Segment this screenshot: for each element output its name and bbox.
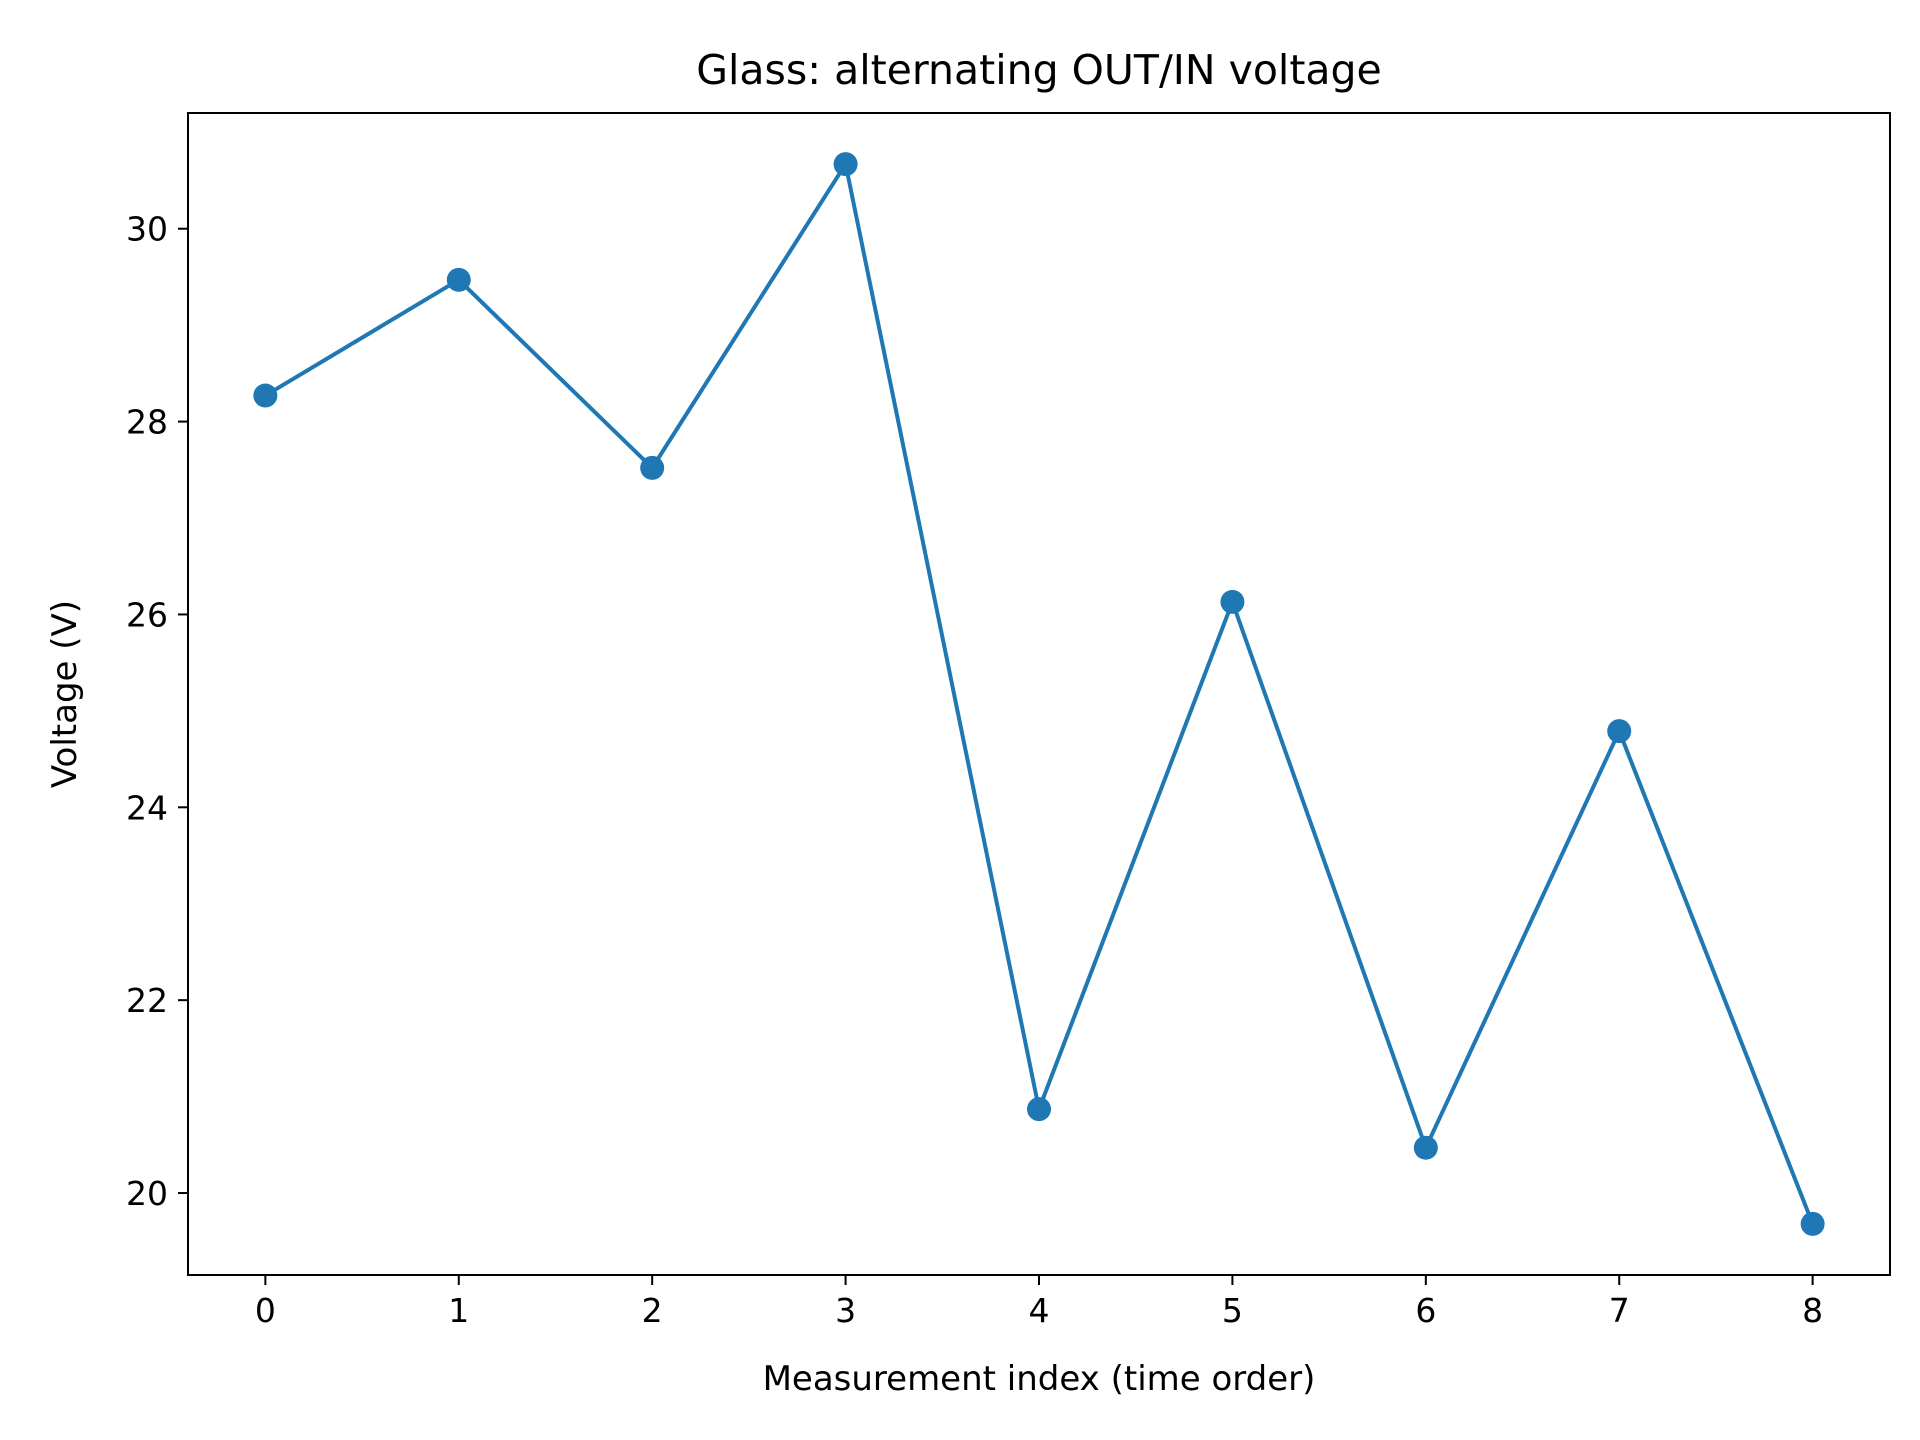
data-point-4 xyxy=(1027,1097,1051,1122)
x-tick-label-1: 1 xyxy=(448,1291,469,1330)
y-tick-label-0: 20 xyxy=(126,1174,168,1213)
data-point-8 xyxy=(1800,1211,1825,1236)
y-tick-label-3: 26 xyxy=(126,595,168,634)
x-tick-label-6: 6 xyxy=(1415,1291,1436,1330)
y-tick-label-1: 22 xyxy=(126,981,168,1020)
data-point-1 xyxy=(446,267,471,292)
x-tick-label-5: 5 xyxy=(1222,1291,1243,1330)
x-tick-label-4: 4 xyxy=(1029,1291,1050,1330)
data-point-6 xyxy=(1413,1135,1438,1160)
data-point-7 xyxy=(1607,719,1632,744)
x-axis-label: Measurement index (time order) xyxy=(763,1359,1316,1399)
y-tick-label-4: 28 xyxy=(126,403,168,442)
x-tick-label-3: 3 xyxy=(835,1291,856,1330)
x-tick-label-8: 8 xyxy=(1802,1291,1823,1330)
y-tick-label-2: 24 xyxy=(126,788,168,827)
data-point-2 xyxy=(640,455,665,480)
y-axis-label: Voltage (V) xyxy=(45,600,85,788)
x-tick-label-7: 7 xyxy=(1609,1291,1630,1330)
data-point-0 xyxy=(253,383,278,408)
data-point-5 xyxy=(1220,589,1245,614)
chart-title: Glass: alternating OUT/IN voltage xyxy=(696,46,1382,94)
x-tick-label-0: 0 xyxy=(255,1291,276,1330)
y-axis-ticks: 20 22 24 26 28 30 xyxy=(126,210,188,1213)
x-tick-label-2: 2 xyxy=(642,1291,663,1330)
x-axis-ticks: 0 1 2 3 4 5 6 7 8 xyxy=(255,1275,1823,1330)
y-tick-label-5: 30 xyxy=(126,210,168,249)
data-point-3 xyxy=(833,152,858,177)
marks-layer xyxy=(253,152,1825,1236)
